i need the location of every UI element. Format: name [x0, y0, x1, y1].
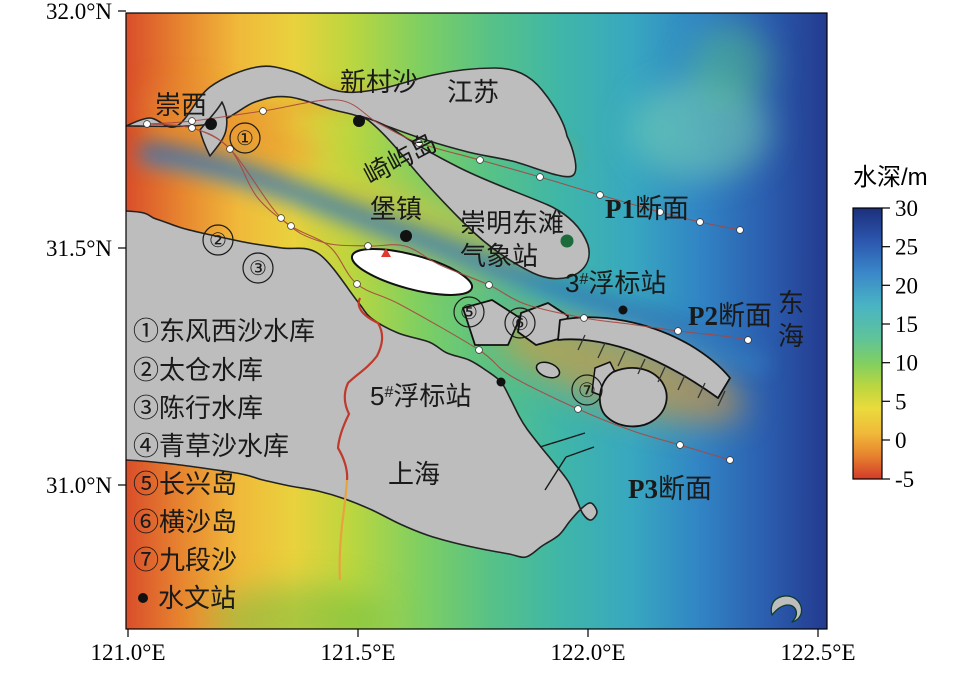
- svg-text:①东风西沙水库: ①东风西沙水库: [133, 316, 315, 346]
- svg-text:32.0°N: 32.0°N: [46, 0, 112, 24]
- svg-text:⑥: ⑥: [511, 313, 529, 335]
- svg-text:30: 30: [895, 196, 918, 221]
- svg-text:122.5°E: 122.5°E: [781, 640, 856, 665]
- svg-text:31.0°N: 31.0°N: [46, 473, 112, 498]
- svg-text:⑤长兴岛: ⑤长兴岛: [133, 469, 237, 499]
- svg-text:⑤: ⑤: [460, 302, 478, 324]
- svg-text:上海: 上海: [388, 459, 440, 489]
- svg-text:122.0°E: 122.0°E: [551, 640, 626, 665]
- svg-text:5: 5: [895, 389, 907, 414]
- svg-text:-5: -5: [895, 467, 914, 492]
- svg-text:0: 0: [895, 428, 907, 453]
- svg-text:东: 东: [778, 288, 804, 318]
- svg-text:新村沙: 新村沙: [340, 67, 418, 97]
- svg-text:P1断面: P1断面: [605, 194, 689, 224]
- svg-text:25: 25: [895, 235, 918, 260]
- svg-text:⑦九段沙: ⑦九段沙: [133, 545, 237, 575]
- svg-text:气象站: 气象站: [460, 241, 538, 271]
- svg-text:P2断面: P2断面: [688, 301, 772, 331]
- svg-text:31.5°N: 31.5°N: [46, 236, 112, 261]
- svg-text:①: ①: [236, 128, 254, 150]
- svg-text:水文站: 水文站: [158, 583, 236, 613]
- svg-text:⑥横沙岛: ⑥横沙岛: [133, 507, 237, 537]
- svg-text:③: ③: [249, 258, 267, 280]
- svg-text:④青草沙水库: ④青草沙水库: [133, 431, 289, 461]
- svg-text:121.5°E: 121.5°E: [321, 640, 396, 665]
- svg-text:20: 20: [895, 273, 918, 298]
- svg-text:江苏: 江苏: [447, 77, 499, 107]
- svg-text:121.0°E: 121.0°E: [91, 640, 166, 665]
- svg-text:10: 10: [895, 351, 918, 376]
- svg-text:②: ②: [209, 230, 227, 252]
- svg-text:崇明东滩: 崇明东滩: [460, 208, 564, 238]
- svg-text:②太仓水库: ②太仓水库: [133, 355, 263, 385]
- svg-text:海: 海: [778, 321, 804, 351]
- svg-text:P3断面: P3断面: [628, 474, 712, 504]
- svg-text:⑦: ⑦: [578, 380, 596, 402]
- svg-text:水深/m: 水深/m: [853, 164, 928, 191]
- svg-text:③陈行水库: ③陈行水库: [133, 393, 263, 423]
- svg-text:堡镇: 堡镇: [370, 194, 422, 224]
- svg-text:15: 15: [895, 312, 918, 337]
- svg-text:崇西: 崇西: [155, 90, 207, 120]
